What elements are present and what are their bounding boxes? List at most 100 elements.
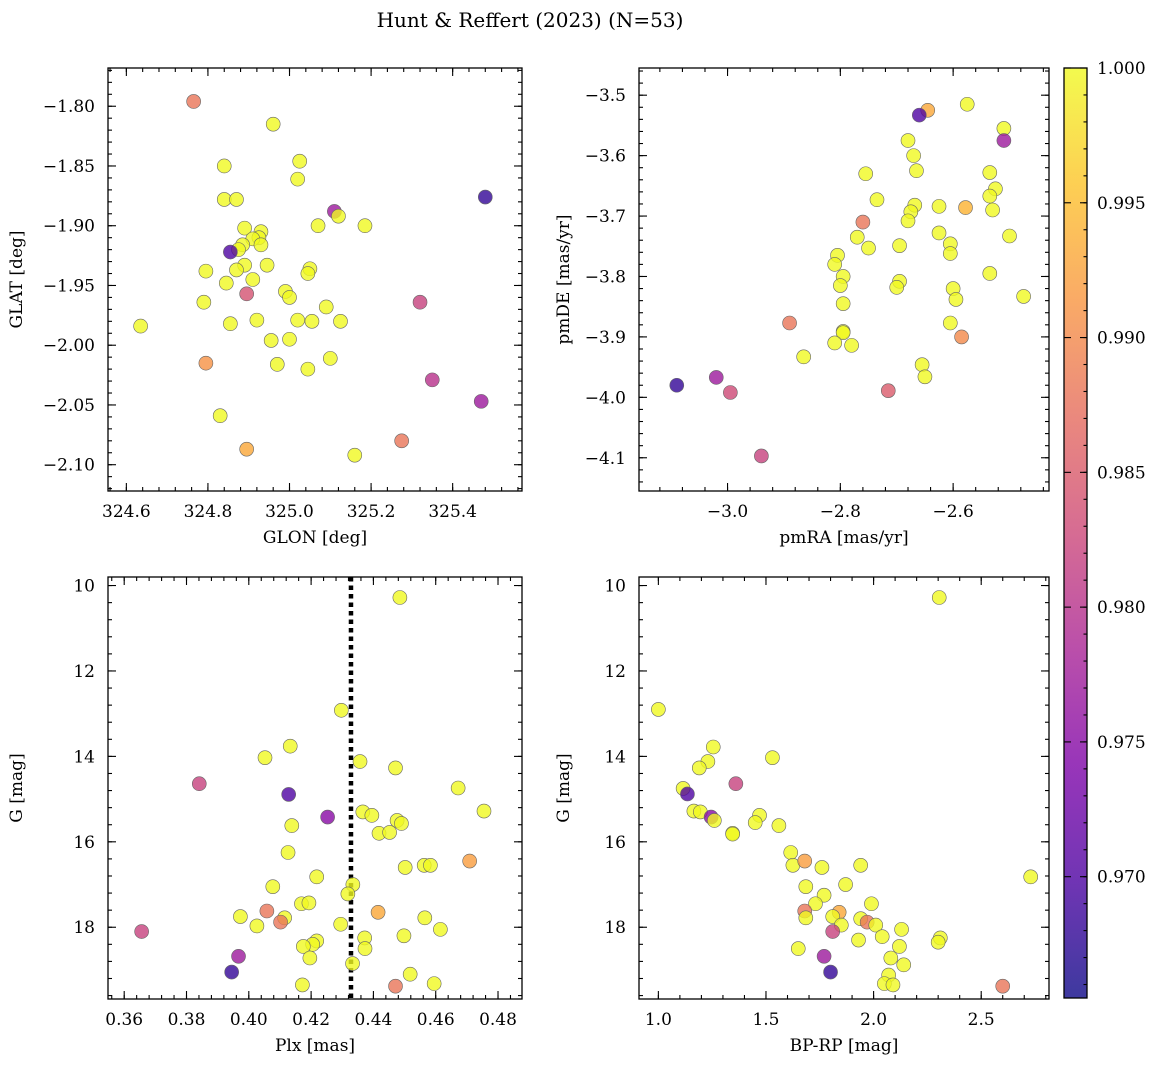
y-tick-label: 16 <box>73 833 95 853</box>
data-point <box>259 903 275 919</box>
data-point <box>948 292 964 307</box>
data-point <box>814 860 830 875</box>
panel-1-points <box>133 94 493 463</box>
data-point <box>1023 869 1039 885</box>
data-point <box>265 116 281 132</box>
data-point <box>191 776 207 792</box>
data-point <box>754 448 769 464</box>
data-point <box>900 133 916 148</box>
data-point <box>239 441 254 457</box>
data-point <box>959 96 975 112</box>
y-tick-label: −1.95 <box>43 276 95 296</box>
x-tick-label: −2.6 <box>932 502 973 522</box>
data-point <box>869 192 885 208</box>
data-point <box>909 163 924 179</box>
x-tick-label: 325.2 <box>347 502 396 522</box>
data-point <box>424 372 440 388</box>
data-point <box>301 895 317 911</box>
y-tick-label: 18 <box>73 918 95 938</box>
data-point <box>340 886 356 902</box>
data-point <box>911 107 927 123</box>
y-axis-label: pmDE [mas/yr] <box>554 214 574 344</box>
data-point <box>827 257 842 272</box>
colorbar-tick-label: 0.995 <box>1097 194 1146 214</box>
y-tick-label: −2.00 <box>43 336 95 356</box>
data-point <box>707 813 722 828</box>
x-tick-label: 0.42 <box>292 1010 330 1030</box>
x-tick-label: 2.5 <box>968 1010 995 1030</box>
data-point <box>352 754 368 769</box>
panel-4: 1.0 1.5 2.0 2.5 10 12 14 16 18 BP-RP [mag] G [mag] <box>554 576 1050 1056</box>
data-point <box>885 977 901 993</box>
panel-2-ticks: −3.0 −2.8 −2.6 −3.5 −3.6 −3.7 −3.8 −3.9 −4.0 −4.1 <box>585 68 1049 522</box>
y-axis-label: G [mag] <box>7 753 27 822</box>
data-point <box>334 702 349 718</box>
data-point <box>816 948 832 964</box>
data-point <box>364 808 380 823</box>
x-axis-label: Plx [mas] <box>275 1036 355 1056</box>
data-point <box>790 941 806 956</box>
data-point <box>273 914 288 930</box>
data-point <box>388 760 403 776</box>
data-point <box>304 314 320 329</box>
colorbar: 0.970 0.975 0.980 0.985 0.990 0.995 1.000 <box>1063 59 1146 999</box>
y-tick-label: −4.0 <box>585 388 626 408</box>
panels: 324.6 324.8 325.0 325.2 325.4 −1.80 −1.85 −1.90… <box>7 67 1050 1056</box>
data-point <box>827 335 842 351</box>
data-point <box>954 329 969 345</box>
data-point <box>426 976 442 991</box>
data-point <box>931 199 947 214</box>
panel-1-ticks: 324.6 324.8 325.0 325.2 325.4 −1.80 −1.85 −1.90… <box>43 68 522 522</box>
data-point <box>858 166 874 182</box>
data-point <box>198 263 214 279</box>
data-point <box>874 929 890 944</box>
y-tick-label: 10 <box>604 577 626 597</box>
data-point <box>728 776 744 792</box>
data-point <box>417 910 433 926</box>
data-point <box>880 383 896 398</box>
x-tick-label: 324.8 <box>184 502 233 522</box>
y-tick-label: −3.9 <box>585 328 626 348</box>
x-tick-label: 2.0 <box>860 1010 887 1030</box>
data-point <box>265 879 281 894</box>
x-axis-label: pmRA [mas/yr] <box>779 528 908 548</box>
data-point <box>914 357 930 373</box>
y-tick-label: −2.10 <box>43 456 95 476</box>
y-tick-label: 14 <box>73 747 95 767</box>
data-point <box>896 957 912 973</box>
data-point <box>249 918 265 934</box>
data-point <box>985 202 1000 218</box>
data-point <box>245 272 261 287</box>
panel-3: 0.36 0.38 0.40 0.42 0.44 0.46 0.48 10 12 14 16 18 Pl… <box>7 576 523 1056</box>
data-point <box>747 815 763 830</box>
data-point <box>796 349 811 365</box>
x-tick-label: 325.0 <box>265 502 314 522</box>
data-point <box>357 941 373 956</box>
data-point <box>892 939 907 954</box>
data-point <box>808 896 823 912</box>
panel-3-points <box>134 590 492 994</box>
data-point <box>382 825 397 840</box>
data-point <box>320 809 335 825</box>
data-point <box>280 845 296 860</box>
data-point <box>835 296 851 311</box>
data-point <box>943 246 958 261</box>
data-point <box>290 312 305 328</box>
data-point <box>892 238 907 253</box>
data-point <box>397 860 413 875</box>
y-tick-label: −2.05 <box>43 396 95 416</box>
data-point <box>216 158 232 174</box>
data-point <box>333 314 348 329</box>
data-point <box>133 318 148 334</box>
data-point <box>412 294 428 310</box>
data-point <box>216 192 232 207</box>
data-point <box>433 922 448 937</box>
data-point <box>782 315 797 331</box>
data-point <box>838 877 853 892</box>
data-point <box>982 165 998 180</box>
data-point <box>259 257 275 273</box>
data-point <box>844 338 859 353</box>
data-point <box>394 816 409 831</box>
data-point <box>333 916 348 932</box>
